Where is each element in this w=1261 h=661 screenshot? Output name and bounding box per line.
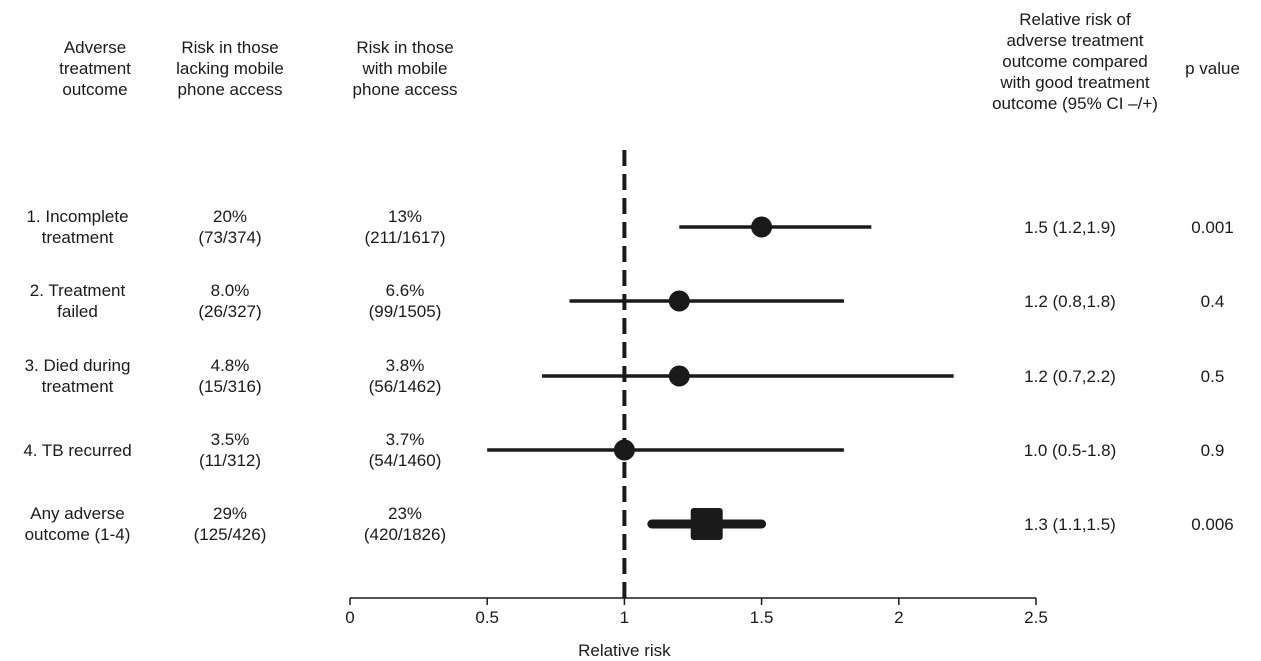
x-tick-label: 2.5 bbox=[1024, 608, 1048, 627]
cell-relative-risk: 1.0 (0.5-1.8) bbox=[1023, 440, 1117, 460]
cell-risk-with: 23% (420/1826) bbox=[363, 504, 447, 544]
header-risk-with: Risk in those with mobile phone access bbox=[352, 38, 458, 99]
cell-risk-with: 6.6% (99/1505) bbox=[368, 281, 442, 321]
cell-relative-risk: 1.3 (1.1,1.5) bbox=[1024, 514, 1116, 534]
cell-p-value: 0.006 bbox=[1191, 514, 1234, 534]
cell-p-value: 0.9 bbox=[1200, 440, 1225, 460]
cell-relative-risk: 1.5 (1.2,1.9) bbox=[1024, 217, 1116, 237]
cell-p-value: 0.001 bbox=[1191, 217, 1234, 237]
cell-p-value: 0.4 bbox=[1200, 291, 1225, 311]
point-estimate bbox=[613, 439, 635, 461]
cell-risk-with: 13% (211/1617) bbox=[364, 207, 446, 247]
cell-relative-risk: 1.2 (0.8,1.8) bbox=[1024, 291, 1116, 311]
point-estimate bbox=[668, 365, 690, 387]
cell-relative-risk: 1.2 (0.7,2.2) bbox=[1024, 366, 1116, 386]
cell-outcome: Any adverse outcome (1-4) bbox=[24, 504, 131, 544]
cell-p-value: 0.5 bbox=[1200, 366, 1225, 386]
cell-outcome: 1. Incomplete treatment bbox=[26, 207, 129, 247]
x-tick-label: 0 bbox=[345, 608, 354, 627]
cell-risk-lacking: 3.5% (11/312) bbox=[198, 430, 262, 470]
header-relative-risk: Relative risk of adverse treatment outco… bbox=[992, 10, 1158, 113]
cell-risk-lacking: 20% (73/374) bbox=[198, 207, 262, 247]
cell-risk-lacking: 8.0% (26/327) bbox=[198, 281, 262, 321]
x-tick-label: 0.5 bbox=[475, 608, 499, 627]
cell-risk-lacking: 4.8% (15/316) bbox=[198, 356, 262, 396]
cell-outcome: 4. TB recurred bbox=[23, 440, 132, 460]
cell-outcome: 3. Died during treatment bbox=[24, 356, 131, 396]
x-tick-label: 2 bbox=[894, 608, 903, 627]
header-p-value: p value bbox=[1185, 59, 1240, 78]
cell-risk-with: 3.7% (54/1460) bbox=[368, 430, 442, 470]
cell-risk-lacking: 29% (125/426) bbox=[193, 504, 267, 544]
header-risk-lacking: Risk in those lacking mobile phone acces… bbox=[176, 38, 284, 99]
cell-outcome: 2. Treatment failed bbox=[29, 281, 126, 321]
point-estimate-square bbox=[690, 508, 723, 540]
point-estimate bbox=[668, 290, 690, 312]
x-tick-label: 1.5 bbox=[750, 608, 774, 627]
x-tick-label: 1 bbox=[620, 608, 629, 627]
x-axis-title: Relative risk bbox=[578, 641, 671, 660]
cell-risk-with: 3.8% (56/1462) bbox=[368, 356, 442, 396]
point-estimate bbox=[751, 216, 773, 238]
header-outcome: Adverse treatment outcome bbox=[59, 38, 131, 99]
